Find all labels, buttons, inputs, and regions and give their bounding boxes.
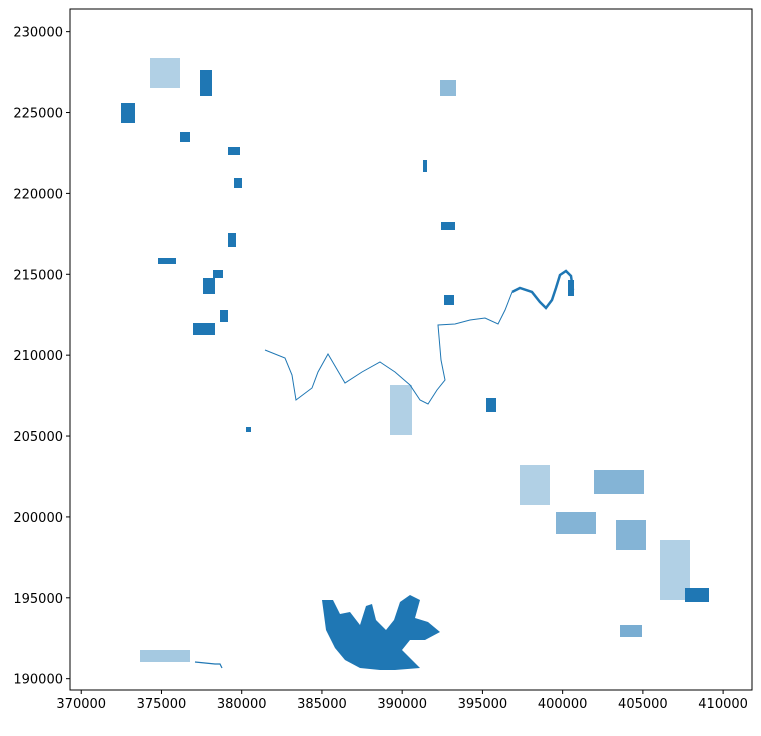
y-tick-label: 190000: [13, 673, 63, 688]
y-tick-label: 200000: [13, 511, 63, 526]
lake: [568, 280, 574, 296]
lake: [150, 58, 180, 88]
lake: [556, 512, 596, 534]
lake: [620, 625, 642, 637]
lake: [616, 520, 646, 550]
lake: [220, 310, 228, 322]
y-tick-label: 230000: [13, 26, 63, 41]
y-tick-label: 215000: [13, 268, 63, 283]
lake: [660, 540, 690, 600]
lake: [158, 258, 176, 264]
y-tick-label: 195000: [13, 592, 63, 607]
lake: [228, 147, 240, 155]
x-tick-label: 380000: [217, 697, 267, 712]
lake: [140, 650, 190, 662]
x-tick-label: 395000: [458, 697, 508, 712]
x-tick-label: 375000: [137, 697, 187, 712]
x-tick-label: 385000: [297, 697, 347, 712]
lake: [441, 222, 455, 230]
x-tick-label: 400000: [538, 697, 588, 712]
river: [194, 661, 223, 669]
lake: [423, 160, 427, 172]
lake: [203, 278, 215, 294]
lake: [228, 233, 236, 247]
axes-frame: [69, 8, 753, 691]
reservoir: [322, 595, 440, 670]
lake: [121, 103, 135, 123]
y-tick-label: 220000: [13, 187, 63, 202]
lake: [520, 465, 550, 505]
lake: [246, 427, 251, 432]
lake: [390, 385, 412, 435]
water-features: [121, 58, 709, 670]
lake: [486, 398, 496, 412]
lake: [685, 588, 709, 602]
river: [264, 291, 513, 405]
lake: [594, 470, 644, 494]
lake: [234, 178, 242, 188]
x-tick-label: 410000: [698, 697, 748, 712]
lake: [440, 80, 456, 96]
x-tick-label: 405000: [618, 697, 668, 712]
river: [511, 269, 575, 310]
lake: [444, 295, 454, 305]
lake: [200, 70, 212, 96]
y-tick-label: 205000: [13, 430, 63, 445]
lake: [193, 323, 215, 335]
x-tick-label: 390000: [377, 697, 427, 712]
x-tick-label: 370000: [56, 697, 106, 712]
lake: [180, 132, 190, 142]
lake: [213, 270, 223, 278]
y-tick-label: 225000: [13, 107, 63, 122]
y-tick-label: 210000: [13, 349, 63, 364]
